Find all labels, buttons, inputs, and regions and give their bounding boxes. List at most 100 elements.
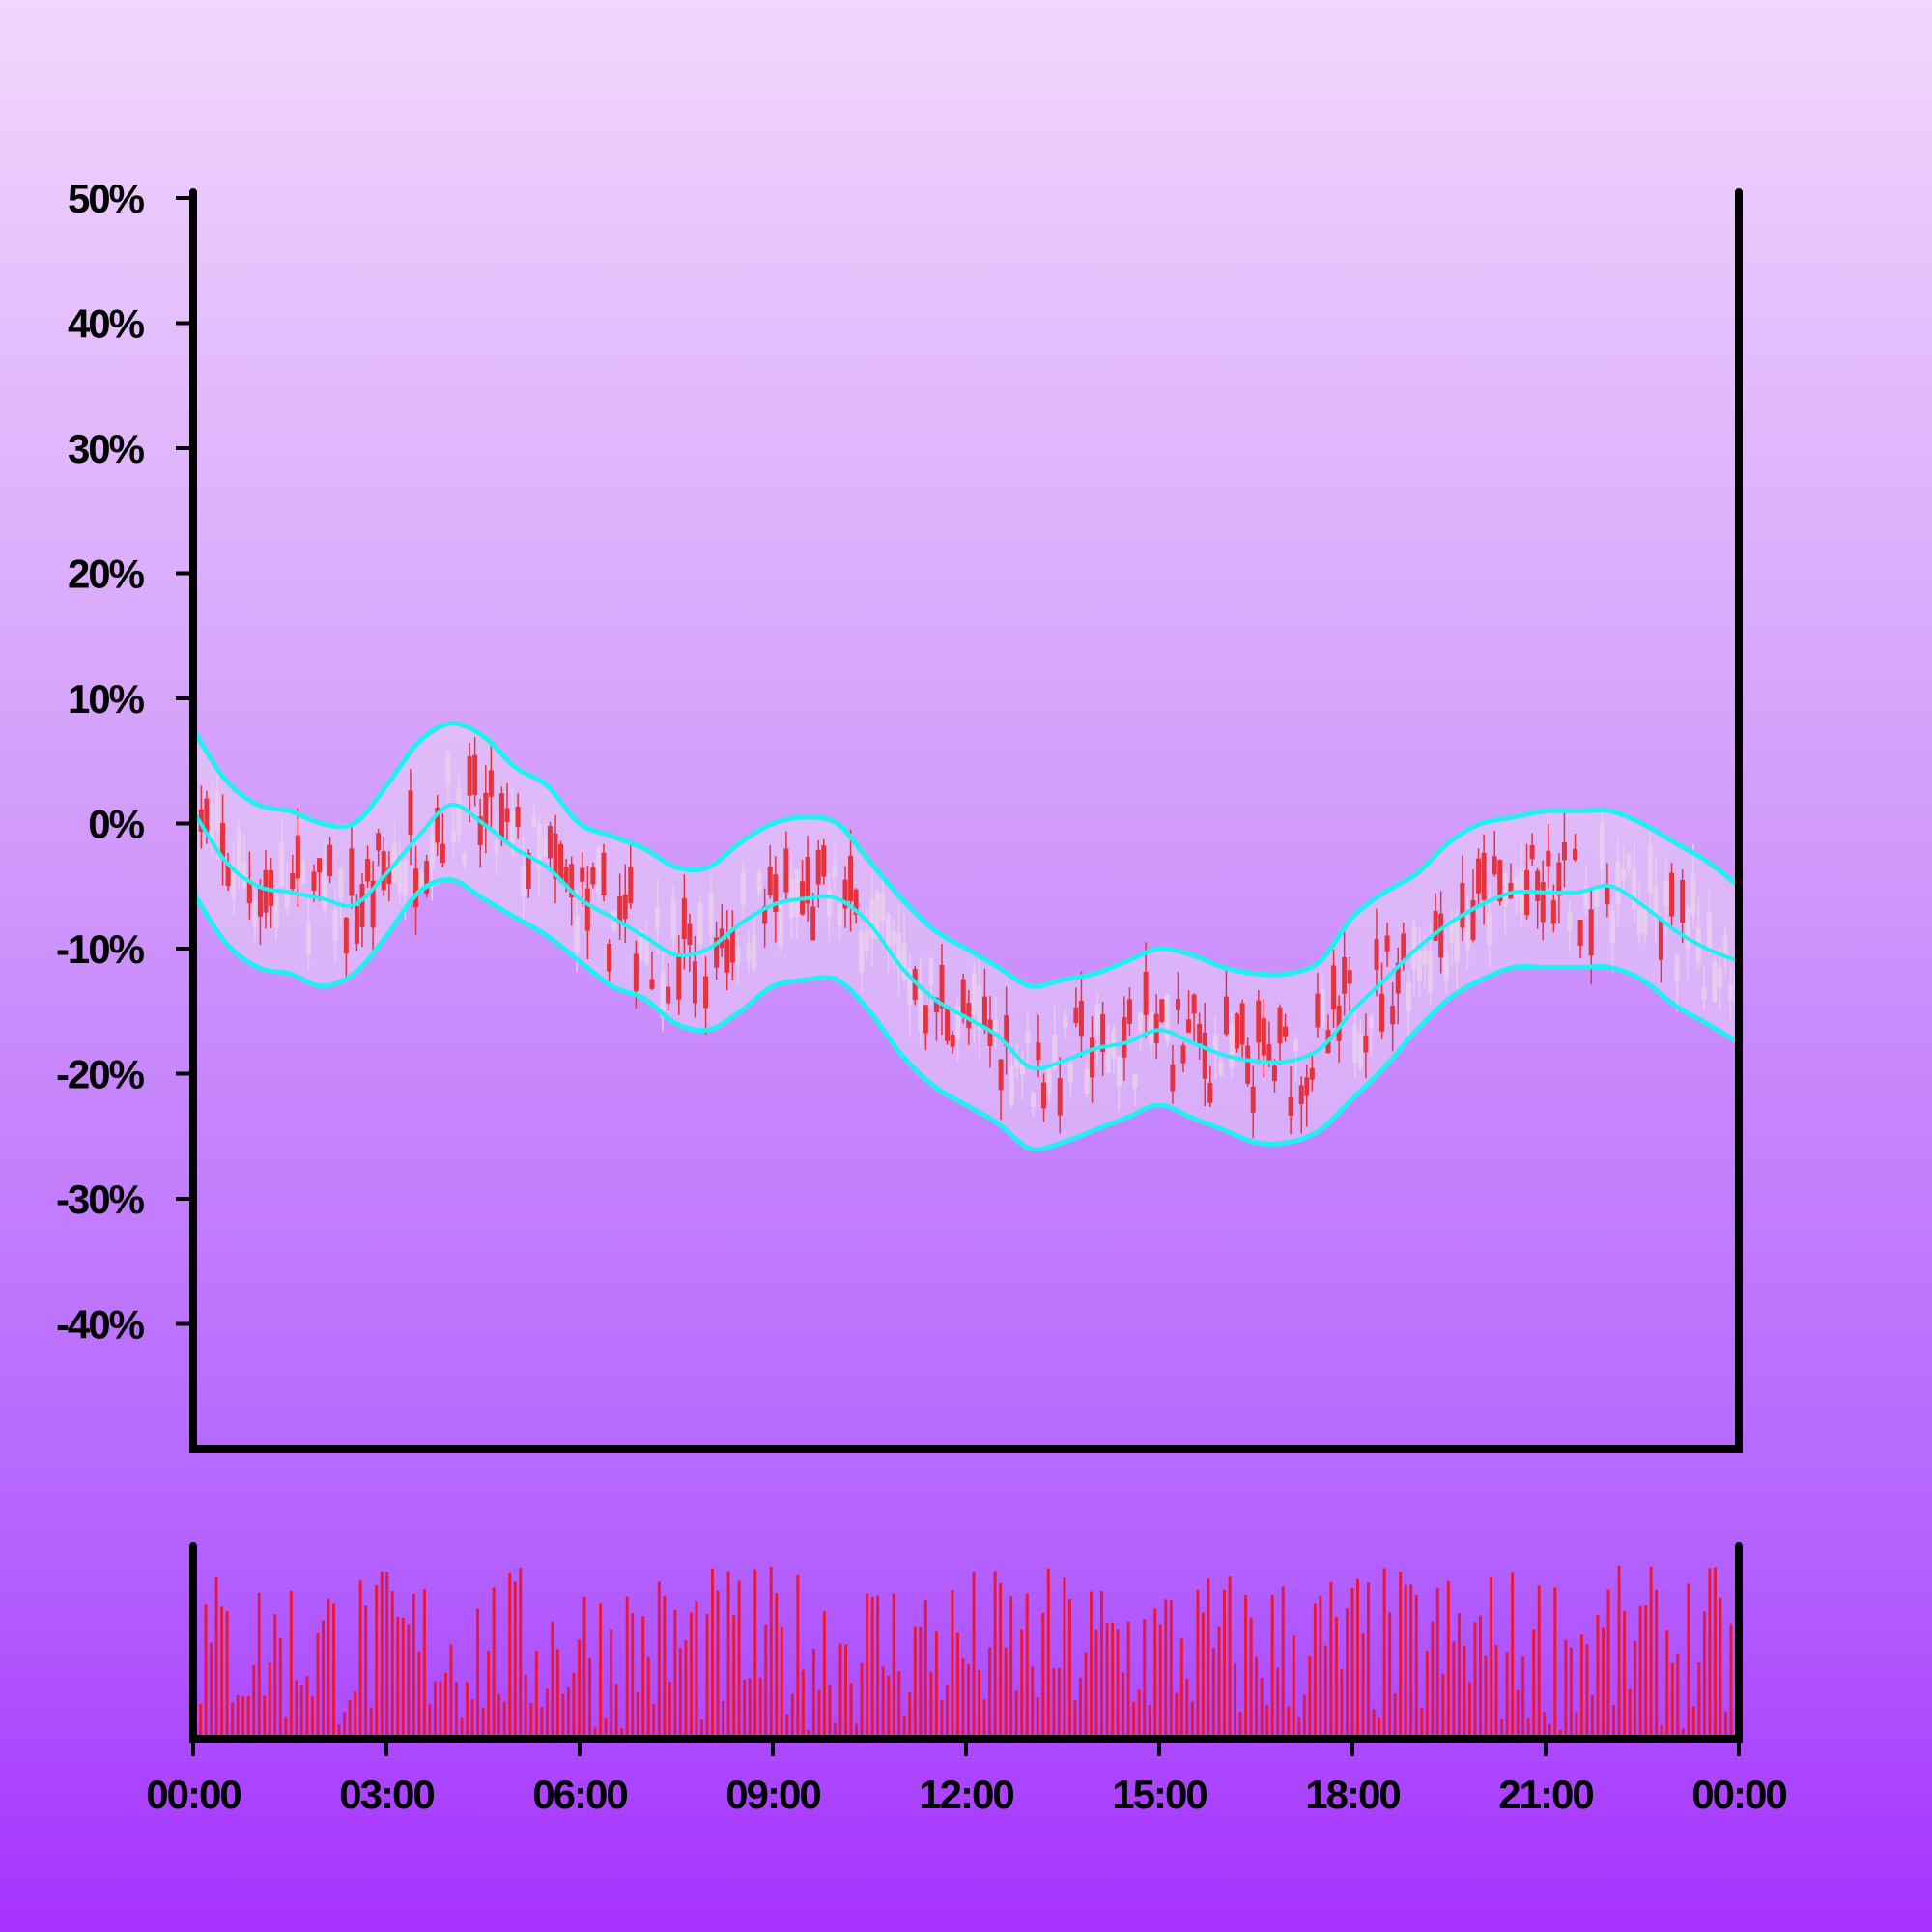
candle-body [1218,1061,1224,1076]
candle-body [703,976,709,1009]
candle-body [778,897,783,946]
volume-bar [305,1676,309,1739]
volume-bar [866,1593,869,1739]
volume-bar [519,1568,523,1739]
candle [1041,1073,1047,1122]
volume-bar [278,1637,282,1739]
candle-body [773,874,779,913]
volume-bar [1367,1582,1371,1739]
volume-bar [1467,1682,1471,1739]
volume-bar [796,1574,800,1739]
candle-body [622,894,628,920]
candle [643,920,649,968]
candle-body [376,833,382,851]
candle [1395,947,1401,1025]
volume-bar [561,1694,565,1739]
candle-body [810,906,816,941]
candle-body [1052,1034,1058,1069]
volume-bar [1350,1587,1354,1739]
candle [794,868,800,939]
candle-body [1202,1032,1208,1079]
volume-bar [1329,1581,1333,1739]
candle [595,845,601,902]
bollinger-lower-line [190,877,1741,1152]
candle [746,929,752,973]
candle [1706,888,1712,955]
candle-body [853,889,859,915]
candle-body [805,856,810,904]
candle-body [1036,1042,1041,1060]
candle-body [885,914,891,954]
candle [939,943,945,1036]
candle-body [848,855,854,901]
candle [450,809,456,861]
candle [1159,998,1165,1024]
volume-bar [455,1682,458,1739]
volume-bar [1575,1712,1578,1739]
candle-body [950,1035,955,1047]
volume-bar [354,1691,357,1739]
candle-body [553,833,558,880]
volume-bar [337,1724,341,1739]
candle [547,822,553,869]
candle [859,923,865,993]
candle-body [1464,920,1470,950]
candle-body [1632,867,1637,909]
volume-bar [988,1647,992,1739]
candle [1138,1010,1144,1052]
bollinger-band [193,723,1739,1150]
volume-bar [1137,1689,1141,1739]
candle [1556,853,1562,924]
volume-bar [1185,1678,1189,1739]
volume-bar [433,1681,437,1739]
volume-bar [1628,1688,1632,1739]
volume-bar [641,1616,645,1739]
candle-body [1331,965,1337,1009]
candle-body [1395,962,1401,994]
candle [607,939,612,982]
candle-body [1288,1096,1293,1116]
volume-bar [1207,1578,1210,1739]
volume-bar [1319,1595,1322,1739]
candle-body [891,931,896,945]
volume-bar [273,1614,277,1739]
candle [1567,900,1573,952]
volume-bar [1500,1719,1504,1739]
candle-body [300,862,306,883]
candle [397,839,403,902]
candle [950,1031,955,1054]
candle [1052,1005,1058,1072]
candle [1057,1057,1063,1134]
candle-body [681,897,687,940]
y-tick-label: -20% [56,1052,145,1097]
volume-bar [492,1587,496,1739]
volume-bar [1446,1580,1450,1739]
volume-bar [1681,1728,1685,1739]
volume-bar [1393,1693,1397,1739]
candle [381,836,386,896]
volume-bar [1249,1617,1253,1739]
volume-bar [822,1611,826,1739]
candle [1175,971,1180,1025]
candle-body [1626,853,1632,869]
candle [1728,968,1734,1019]
candle [1535,867,1541,929]
candle [1218,1053,1224,1077]
candle [1443,922,1449,994]
volume-bar [1713,1567,1717,1739]
candle-body [381,851,386,891]
volume-bar [497,1693,501,1739]
x-tick-label: 03:00 [339,1772,434,1817]
candle [1718,947,1723,1010]
volume-bar [652,1704,656,1739]
candle-body [1014,1055,1020,1068]
candle-body [450,829,456,843]
candle [752,921,757,973]
volume-bar [833,1722,837,1739]
candle-body [1208,1083,1213,1103]
volume-bar [1031,1666,1035,1739]
candle [467,742,472,823]
candle [933,997,939,1041]
volume-bar [1158,1624,1162,1739]
candle [305,898,311,971]
